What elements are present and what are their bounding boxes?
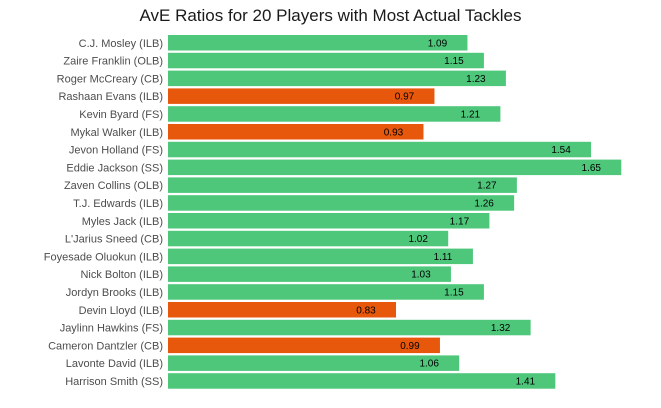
y-tick-label: Kevin Byard (FS) xyxy=(79,109,163,121)
bar xyxy=(168,230,449,247)
bar-value-label: 0.83 xyxy=(356,305,376,316)
bar xyxy=(168,195,515,211)
bar xyxy=(168,284,484,300)
bar-value-label: 0.93 xyxy=(384,127,404,138)
y-tick-label: Mykal Walker (ILB) xyxy=(71,127,164,139)
bar-value-label: 1.32 xyxy=(491,323,511,334)
y-tick-label: Jordyn Brooks (ILB) xyxy=(66,287,163,299)
y-tick-label: Roger McCreary (CB) xyxy=(57,73,163,85)
bar xyxy=(168,52,484,69)
bar xyxy=(168,106,501,122)
y-tick-label: Devin Lloyd (ILB) xyxy=(79,305,163,317)
y-tick-label: Nick Bolton (ILB) xyxy=(80,269,163,281)
y-tick-label: Eddie Jackson (SS) xyxy=(66,162,163,174)
bar xyxy=(168,70,506,87)
bar xyxy=(168,35,468,51)
bar-value-label: 1.21 xyxy=(461,109,481,120)
y-tick-label: Harrison Smith (SS) xyxy=(65,376,163,388)
y-tick-label: C.J. Mosley (ILB) xyxy=(79,38,163,50)
bar xyxy=(168,177,517,193)
bar xyxy=(168,337,440,354)
bar xyxy=(168,213,490,229)
bar-value-label: 1.06 xyxy=(419,359,439,370)
bar-value-label: 1.09 xyxy=(428,38,448,49)
bar-value-label: 0.99 xyxy=(400,341,420,352)
bar xyxy=(168,141,592,158)
bar-value-label: 1.54 xyxy=(551,145,571,156)
bar-value-label: 1.26 xyxy=(474,198,494,209)
bar xyxy=(168,124,424,140)
y-tick-label: Zaire Franklin (OLB) xyxy=(63,56,163,68)
bar xyxy=(168,319,531,336)
y-tick-label: Rashaan Evans (ILB) xyxy=(58,91,163,103)
bar xyxy=(168,373,556,389)
bar xyxy=(168,88,435,104)
bar-value-label: 1.27 xyxy=(477,181,497,192)
y-tick-label: Zaven Collins (OLB) xyxy=(64,180,163,192)
y-tick-label: Foyesade Oluokun (ILB) xyxy=(44,251,163,263)
bar xyxy=(168,355,460,371)
y-tick-label: L'Jarius Sneed (CB) xyxy=(65,234,163,246)
y-tick-label: T.J. Edwards (ILB) xyxy=(73,198,163,210)
bar xyxy=(168,248,473,265)
bar-value-label: 1.03 xyxy=(411,270,431,281)
y-tick-label: Lavonte David (ILB) xyxy=(66,358,163,370)
bar-value-label: 1.23 xyxy=(466,74,486,85)
bar xyxy=(168,302,397,318)
bar-value-label: 1.11 xyxy=(434,252,453,263)
y-tick-label: Cameron Dantzler (CB) xyxy=(48,340,163,352)
bar-value-label: 1.17 xyxy=(450,216,470,227)
bar-value-label: 1.15 xyxy=(444,287,464,298)
bar-value-label: 1.41 xyxy=(516,376,536,387)
y-tick-label: Myles Jack (ILB) xyxy=(82,216,163,228)
bar-value-label: 1.65 xyxy=(582,163,602,174)
y-tick-label: Jaylinn Hawkins (FS) xyxy=(60,323,163,335)
bar-value-label: 0.97 xyxy=(395,92,415,103)
bar xyxy=(168,159,622,176)
bar-value-label: 1.02 xyxy=(408,234,428,245)
y-tick-label: Jevon Holland (FS) xyxy=(69,145,163,157)
bar xyxy=(168,266,451,282)
bar-value-label: 1.15 xyxy=(444,56,464,67)
chart-title: AvE Ratios for 20 Players with Most Actu… xyxy=(139,6,522,25)
